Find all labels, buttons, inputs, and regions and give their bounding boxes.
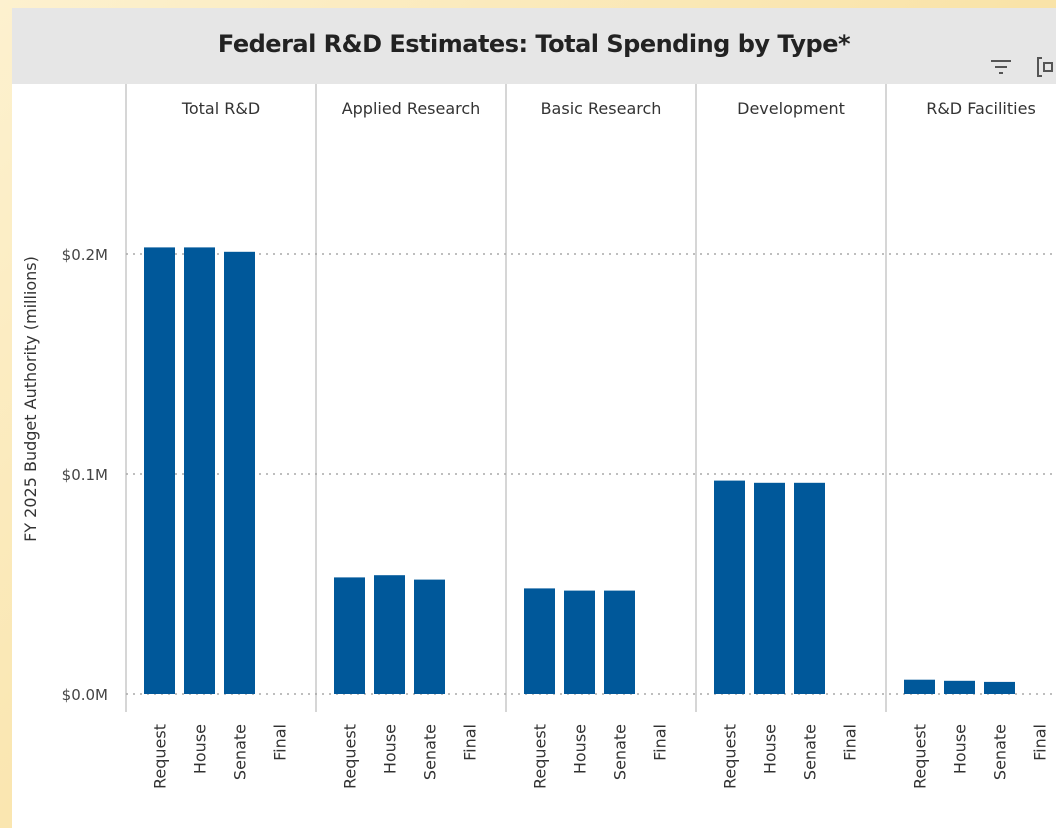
x-tick-label: Final (651, 724, 670, 761)
bar (794, 482, 825, 694)
x-tick-label: Request (721, 724, 740, 789)
bar (374, 575, 405, 694)
x-tick-label: Final (461, 724, 480, 761)
x-tick-label: House (381, 724, 400, 774)
y-axis-label: FY 2025 Budget Authority (millions) (21, 256, 40, 542)
panel-label: Basic Research (541, 99, 662, 118)
x-tick-label: Request (341, 724, 360, 789)
chart-header: Federal R&D Estimates: Total Spending by… (12, 8, 1056, 84)
x-tick-label: House (571, 724, 590, 774)
bar (144, 247, 175, 694)
bar (334, 577, 365, 694)
bar-chart: $0.0M $0.1M $0.2M FY 2025 Budget Authority … (21, 84, 1056, 789)
bar (984, 681, 1015, 694)
panel-label: Development (737, 99, 845, 118)
bar (904, 679, 935, 694)
bar (714, 480, 745, 694)
x-tick-label: House (761, 724, 780, 774)
filter-icon[interactable] (986, 54, 1016, 80)
chart-title: Federal R&D Estimates: Total Spending by… (217, 30, 851, 58)
x-tick-label: Request (911, 724, 930, 789)
bar (184, 247, 215, 694)
x-tick-label: Request (151, 724, 170, 789)
panel-label: R&D Facilities (926, 99, 1036, 118)
bar (604, 590, 635, 694)
x-tick-label: Final (841, 724, 860, 761)
x-tick-label: Final (271, 724, 290, 761)
bar (524, 588, 555, 694)
x-tick-label: Senate (231, 724, 250, 780)
x-tick-label: Senate (801, 724, 820, 780)
x-tick-label: Final (1031, 724, 1050, 761)
y-tick-label: $0.0M (62, 686, 108, 704)
bar (224, 251, 255, 695)
bar (414, 579, 445, 694)
x-tick-label: Senate (611, 724, 630, 780)
x-tick-label: House (951, 724, 970, 774)
chart-panel: Federal R&D Estimates: Total Spending by… (12, 8, 1056, 828)
panel-label: Total R&D (181, 99, 260, 118)
bar (944, 680, 975, 694)
bar (754, 482, 785, 694)
y-tick-label: $0.1M (62, 466, 108, 484)
bar (564, 590, 595, 694)
focus-mode-icon[interactable] (1034, 54, 1056, 80)
x-tick-label: Request (531, 724, 550, 789)
y-tick-label: $0.2M (62, 246, 108, 264)
x-tick-label: Senate (421, 724, 440, 780)
x-tick-label: Senate (991, 724, 1010, 780)
x-tick-label: House (191, 724, 210, 774)
panel-label: Applied Research (342, 99, 481, 118)
